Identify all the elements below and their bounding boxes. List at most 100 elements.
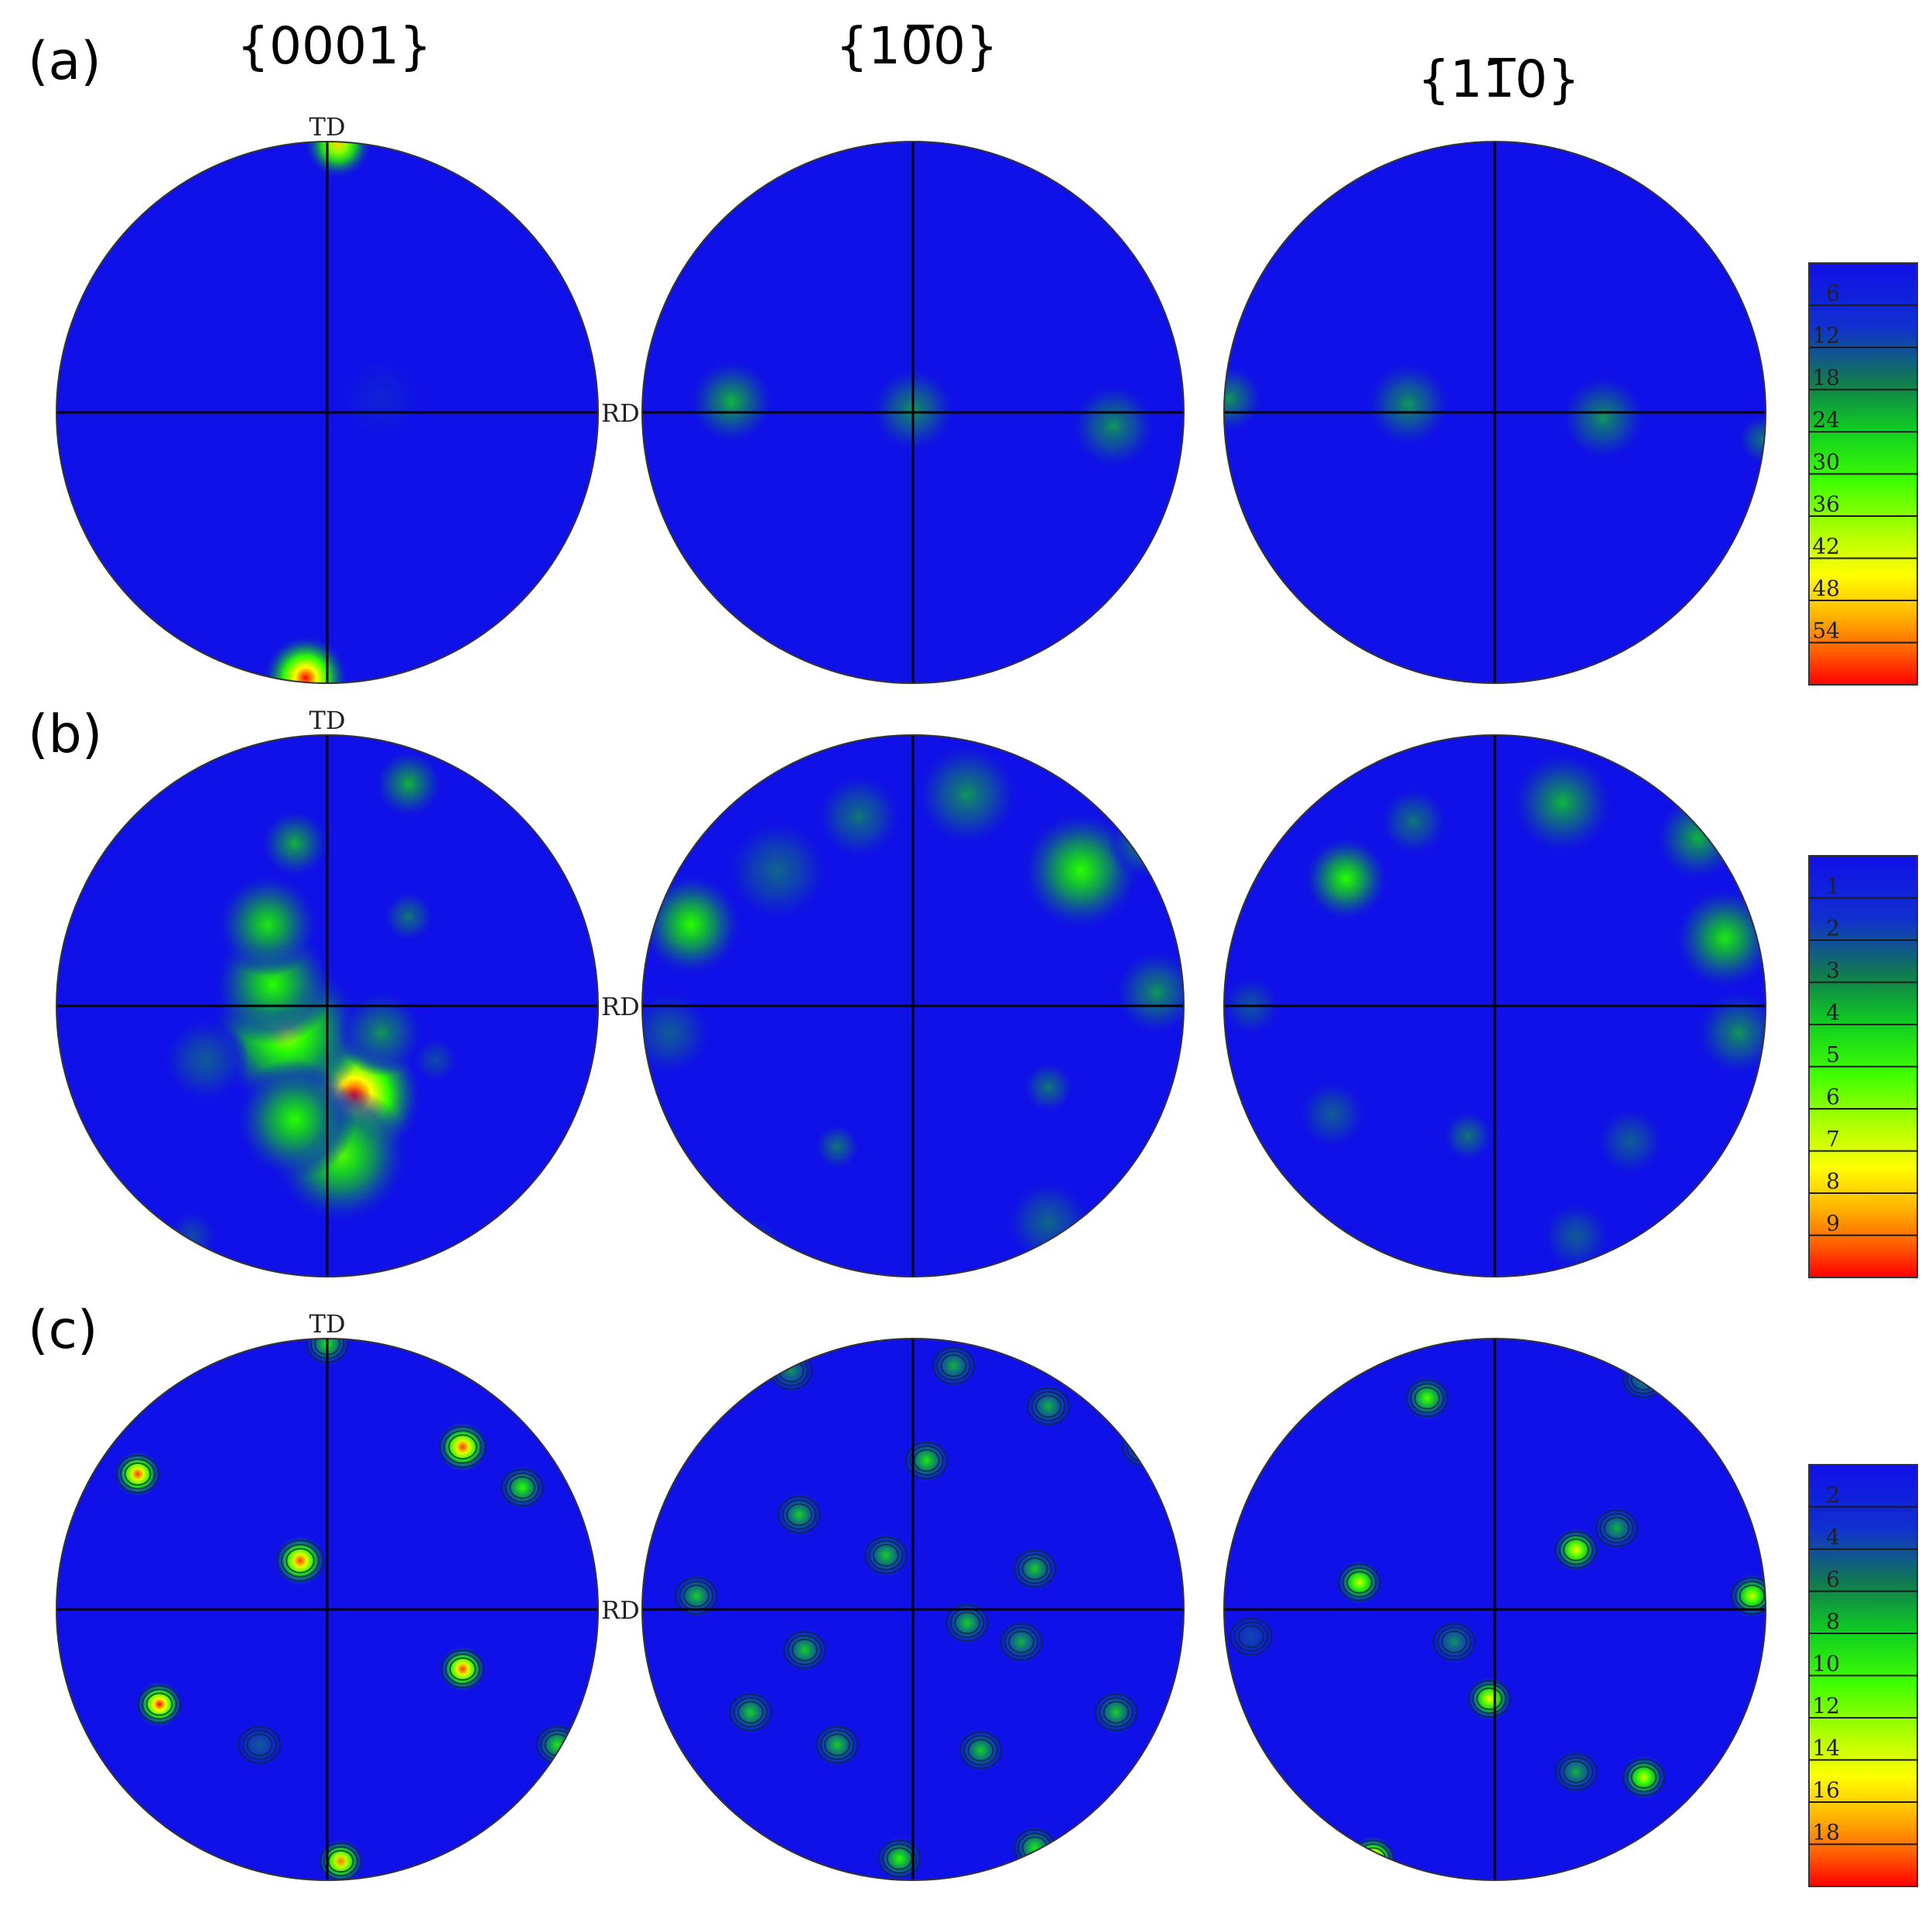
intensity-spot	[382, 890, 435, 943]
rd-label: RD	[601, 992, 640, 1021]
pole-outline	[56, 734, 599, 1277]
td-label: TD	[309, 112, 346, 142]
contour-line	[868, 1540, 904, 1571]
row-label-a: (a)	[28, 31, 101, 92]
intensity-spot	[1108, 809, 1178, 878]
contour-line	[729, 1693, 772, 1732]
intensity-spot	[162, 1017, 249, 1103]
intensity-spot	[374, 749, 443, 819]
intensity-spot	[234, 1059, 356, 1181]
intensity-spot	[716, 1215, 785, 1277]
contour-line	[954, 1611, 980, 1635]
intensity-spot	[436, 1421, 489, 1473]
intensity-spot	[1620, 1754, 1667, 1801]
intensity-spot	[688, 358, 775, 445]
intensity-spot	[1595, 1106, 1665, 1176]
contour-line	[882, 1843, 917, 1874]
contour-line	[936, 1350, 971, 1381]
intensity-spot	[816, 773, 902, 860]
contour-line	[1468, 1680, 1511, 1718]
contour-line	[281, 1544, 320, 1578]
pole-outline	[1223, 734, 1766, 1277]
intensity-spot	[1729, 1572, 1766, 1619]
scale-tick-label: 12	[1812, 1693, 1840, 1719]
intensity-spot	[957, 1727, 1004, 1773]
contour-line	[1027, 1387, 1070, 1425]
intensity-spot	[412, 1037, 459, 1083]
contour-line	[1000, 1623, 1043, 1661]
contour-line	[904, 1442, 949, 1479]
contour-line	[1558, 1756, 1594, 1787]
contour-line	[1035, 1394, 1062, 1418]
rd-label: RD	[601, 398, 640, 428]
scale-tick-label: 18	[1812, 1820, 1840, 1845]
contour-line	[959, 1731, 1003, 1770]
intensity-spot	[1510, 751, 1615, 855]
row-label-b: (b)	[28, 704, 102, 765]
column-title-0001: {0001}	[237, 16, 432, 76]
contour-line	[886, 1847, 913, 1870]
intensity-spot	[725, 818, 830, 923]
contour-line	[286, 1548, 315, 1574]
contour-line	[1558, 1534, 1594, 1565]
intensity-spot	[727, 1689, 774, 1736]
contour-line	[124, 1462, 152, 1486]
contour-line	[1432, 1623, 1476, 1661]
contour-line	[1437, 1626, 1472, 1657]
scale-tick-label: 30	[1812, 450, 1840, 475]
contour-line	[1472, 1683, 1507, 1715]
intensity-spot	[1011, 1545, 1058, 1592]
scale-tick-label: 4	[1826, 1524, 1840, 1550]
intensity-spot	[274, 1534, 327, 1587]
intensity-spot	[1553, 1749, 1599, 1795]
scale-tick-label: 5	[1826, 1042, 1840, 1068]
contour-line	[1013, 1550, 1057, 1588]
rd-label: RD	[601, 1595, 640, 1625]
contour-line	[1563, 1760, 1589, 1784]
scale-tick-label: 42	[1812, 534, 1840, 559]
scale-tick-label: 6	[1826, 1084, 1840, 1110]
contour-line	[967, 1739, 994, 1762]
intensity-spot	[1022, 1061, 1075, 1113]
contour-line	[448, 1434, 477, 1460]
contour-line	[945, 1604, 989, 1642]
intensity-spot	[1025, 1383, 1072, 1430]
contour-line	[913, 1448, 940, 1472]
pole-outline	[641, 734, 1185, 1277]
pole-outline	[641, 141, 1185, 684]
contour-line	[1233, 1621, 1269, 1652]
contour-line	[940, 1354, 967, 1377]
contour-line	[501, 1469, 544, 1507]
scale-tick-label: 48	[1812, 576, 1840, 601]
pole-figure-11-20-2	[1223, 1338, 1766, 1881]
scale-tick-label: 8	[1826, 1168, 1840, 1194]
contour-line	[733, 1697, 768, 1728]
scale-tick-label: 2	[1826, 1483, 1840, 1508]
intensity-spot	[439, 1645, 487, 1693]
contour-line	[504, 1472, 540, 1503]
intensity-spot	[1228, 1613, 1274, 1660]
intensity-spot	[317, 1838, 364, 1880]
contour-line	[1563, 1538, 1589, 1561]
contour-line	[932, 1346, 976, 1385]
contour-line	[445, 1653, 480, 1685]
contour-line	[1103, 1701, 1130, 1724]
contour-line	[1630, 1766, 1657, 1789]
contour-line	[449, 1657, 477, 1681]
scale-tick-label: 6	[1826, 281, 1840, 306]
intensity-spot	[673, 1572, 720, 1619]
intensity-spot	[1302, 835, 1390, 922]
intensity-spot	[1673, 886, 1766, 990]
contour-line	[787, 1634, 822, 1666]
intensity-spot	[863, 1532, 909, 1578]
contour-line	[1626, 1762, 1661, 1793]
intensity-spot	[944, 1599, 990, 1647]
pole-figures: TD RD TD RD TD RD	[56, 112, 1766, 1881]
contour-line	[1342, 1567, 1377, 1598]
scale-tick-label: 18	[1812, 365, 1840, 391]
intensity-spot	[499, 1464, 545, 1511]
contour-line	[1410, 1383, 1445, 1414]
scale-tick-label: 54	[1812, 618, 1840, 644]
